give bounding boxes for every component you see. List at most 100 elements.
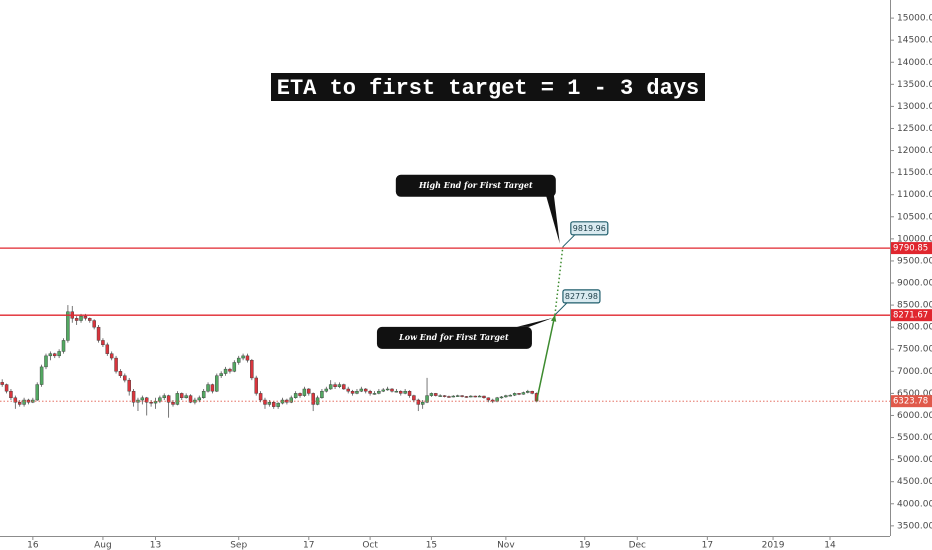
candle-body [368,390,372,394]
y-tick-label: 14000.00 [897,58,932,68]
note-text: Low End for First Target [398,332,509,342]
candle-body [79,315,83,321]
candle-body [412,395,416,401]
candle-body [324,388,329,392]
y-tick-label: 12500.00 [897,124,932,134]
y-tick-label: 10500.00 [897,212,932,222]
candle-body [118,371,123,376]
x-tick-label: 17 [702,541,713,550]
candle-body [355,390,359,394]
plot: 8277.98 Low End for First Target 9819.96 Hi… [0,174,890,418]
candle-body [337,384,342,387]
candle-body [517,393,521,395]
candle-body [9,390,13,399]
candle-body [429,393,434,396]
candle-body [241,355,245,359]
candle-body [245,355,250,361]
candle-body [482,395,486,399]
candle-body [526,390,530,393]
candle-body [232,362,237,372]
candle-body [499,396,504,399]
candle-body [13,397,18,403]
y-tick-label: 6000.00 [897,411,932,421]
candle-body [508,394,512,397]
value-label: 8277.98 [565,292,598,301]
candle-body [486,397,491,401]
level-label: 8271.67 [893,311,928,321]
candle-body [504,395,508,398]
projection-arrow [535,314,556,402]
candle-body [293,393,298,399]
y-tick-label: 4000.00 [897,499,932,509]
candle-body [451,395,456,398]
x-tick-label: 14 [824,541,836,550]
candle-body [350,390,355,394]
last-price-label: 6323.78 [893,397,928,407]
candle-body [162,395,166,399]
last-price-box [891,395,932,408]
candle-body [236,357,241,363]
candle-body [114,357,118,372]
candle-body [530,390,534,394]
candle-body [377,390,381,394]
candle-body [201,390,206,399]
candle-body [101,340,105,346]
y-tick-label: 13000.00 [897,102,932,112]
candle-body [399,390,403,394]
x-tick-label: Aug [94,541,112,550]
note-box [376,326,532,349]
candle-body [416,399,421,405]
candle-body [210,384,215,392]
value-box [562,289,601,304]
candle-body [403,390,407,394]
candle-body [131,390,136,403]
y-tick-label: 6500.00 [897,389,932,399]
candle-body [0,382,4,385]
candle-body [289,397,293,403]
candle-body [39,366,44,385]
candle-body [491,399,495,402]
candle-body [385,388,390,391]
candle-body [342,384,346,390]
candle-body [455,395,460,397]
y-tick-label: 14500.00 [897,36,932,46]
y-tick-label: 11500.00 [897,168,932,178]
candle-body [420,402,425,405]
x-tick-label: 17 [303,541,314,550]
candle-body [35,384,39,401]
y-tick-label: 11000.00 [897,190,932,200]
candle-body [228,368,232,372]
x-tick-label: Dec [629,541,646,550]
y-tick-label: 7000.00 [897,367,932,377]
candle-body [96,326,101,341]
candle-body [206,384,210,392]
candle-body [83,315,88,319]
candle-body [267,402,272,405]
note-box [395,174,556,197]
x-tick-label: 2019 [762,541,785,550]
note-text: High End for First Target [418,180,533,190]
candle-body [272,402,276,407]
candle-body [88,318,92,321]
candle-body [464,396,469,398]
candle-body [105,344,110,354]
candle-body [254,377,258,394]
candle-body [512,393,517,396]
candle-body [61,340,66,352]
candle-body [363,388,368,392]
candle-body [263,399,267,405]
candle-body [302,388,307,396]
projection-dotted [554,246,564,315]
candle-body [346,388,350,392]
candle-body [74,318,79,321]
x-tick-label: Sep [230,541,247,550]
candle-body [188,395,193,403]
candle-body [4,384,9,392]
candle-body [394,390,399,393]
candle-body [276,402,280,407]
y-tick-label: 12000.00 [897,146,932,156]
candle-body [53,353,57,357]
y-tick-label: 3500.00 [897,521,932,531]
candle-body [258,393,263,401]
